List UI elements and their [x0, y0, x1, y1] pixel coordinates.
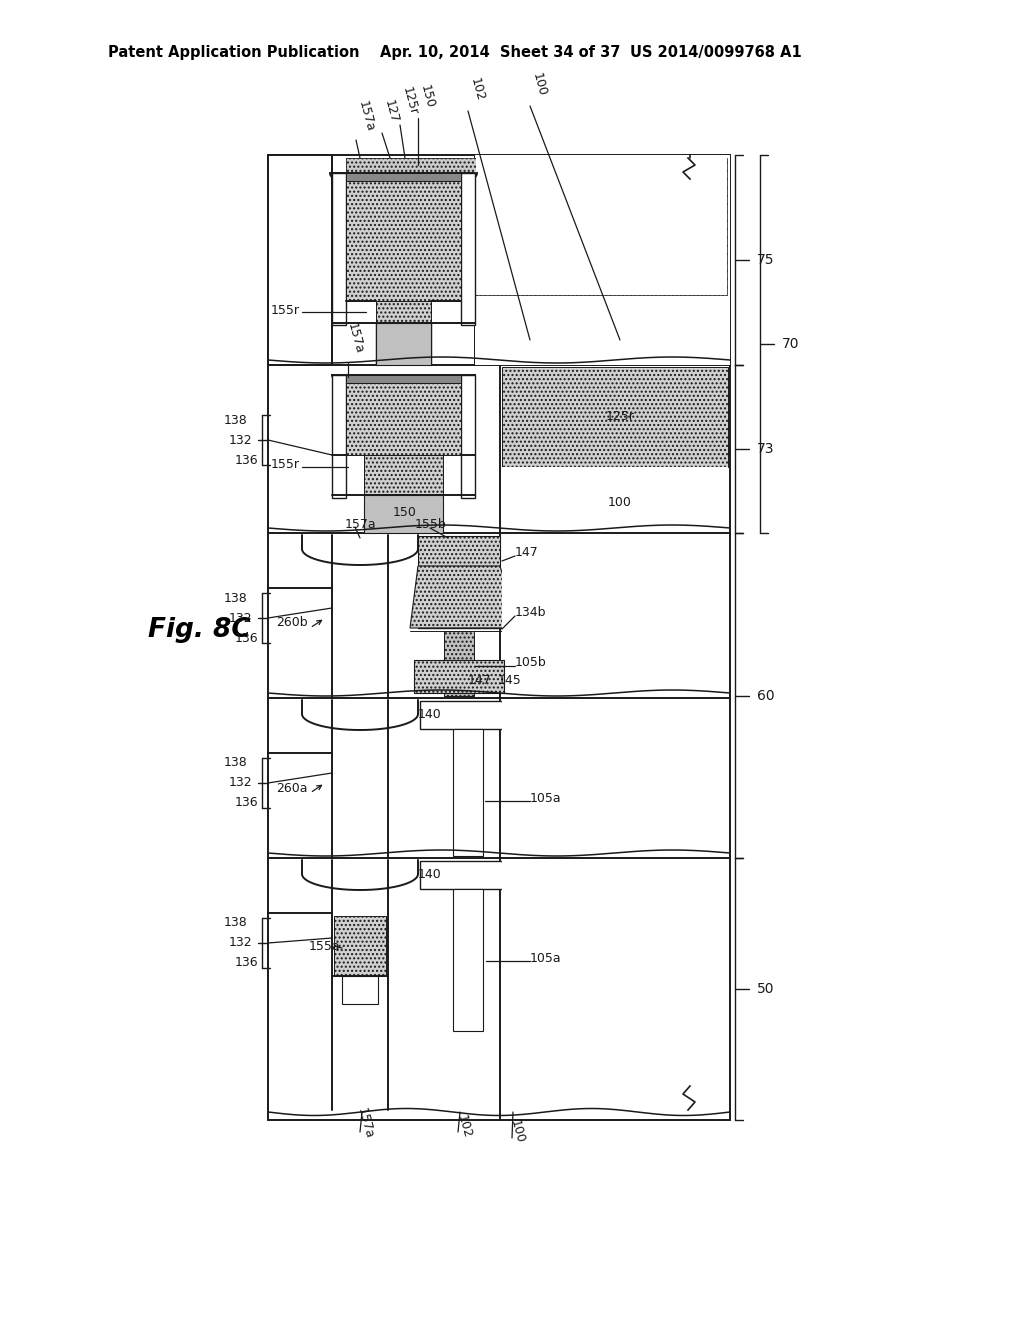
- Bar: [502, 367, 728, 467]
- Text: US 2014/0099768 A1: US 2014/0099768 A1: [630, 45, 802, 59]
- Text: 140: 140: [418, 869, 442, 882]
- Text: 136: 136: [234, 631, 258, 644]
- Bar: [346, 375, 461, 383]
- Bar: [342, 975, 378, 1005]
- Bar: [334, 916, 386, 975]
- Text: 155r: 155r: [271, 458, 300, 471]
- Bar: [332, 173, 346, 325]
- Text: 155r: 155r: [271, 304, 300, 317]
- Bar: [461, 173, 475, 325]
- Polygon shape: [410, 566, 518, 628]
- Text: 157a: 157a: [345, 519, 377, 532]
- Text: 100: 100: [508, 1118, 526, 1144]
- Text: 136: 136: [234, 796, 258, 809]
- Text: 138: 138: [223, 756, 247, 770]
- Text: 105b: 105b: [515, 656, 547, 669]
- Text: 127: 127: [382, 99, 400, 125]
- Text: 125r: 125r: [400, 86, 420, 117]
- Text: 73: 73: [757, 442, 774, 455]
- Text: 138: 138: [223, 413, 247, 426]
- Text: 157a: 157a: [345, 321, 366, 355]
- Text: 132: 132: [228, 936, 252, 949]
- Text: 70: 70: [782, 337, 800, 351]
- Text: 145: 145: [498, 673, 522, 686]
- Text: 105a: 105a: [530, 792, 561, 804]
- Text: 136: 136: [234, 957, 258, 969]
- Text: 147: 147: [468, 673, 492, 686]
- Bar: [364, 455, 443, 495]
- Bar: [346, 173, 461, 181]
- Bar: [476, 158, 727, 294]
- Bar: [461, 375, 475, 498]
- Text: 132: 132: [228, 776, 252, 789]
- Text: 100: 100: [530, 71, 549, 98]
- Bar: [418, 536, 500, 566]
- Text: 105a: 105a: [530, 952, 561, 965]
- Text: Fig. 8C: Fig. 8C: [148, 616, 251, 643]
- Bar: [268, 154, 332, 366]
- Text: 134b: 134b: [515, 606, 547, 619]
- Text: 132: 132: [228, 433, 252, 446]
- Bar: [346, 181, 461, 301]
- Bar: [453, 888, 483, 1031]
- Text: 157a: 157a: [356, 99, 377, 133]
- Text: 60: 60: [757, 689, 774, 702]
- Bar: [364, 495, 443, 533]
- Text: 157a: 157a: [355, 1106, 376, 1140]
- Text: 102: 102: [455, 1114, 474, 1140]
- Text: 260a: 260a: [276, 781, 308, 795]
- Bar: [346, 158, 727, 294]
- Text: 100: 100: [608, 496, 632, 510]
- Text: Apr. 10, 2014  Sheet 34 of 37: Apr. 10, 2014 Sheet 34 of 37: [380, 45, 621, 59]
- Text: 150: 150: [393, 507, 417, 520]
- Bar: [376, 301, 431, 323]
- Bar: [420, 701, 515, 729]
- Bar: [502, 861, 728, 1111]
- Text: 125r: 125r: [605, 411, 635, 424]
- Polygon shape: [414, 660, 504, 693]
- Bar: [502, 467, 728, 531]
- Bar: [453, 729, 483, 855]
- Bar: [420, 861, 515, 888]
- Text: Patent Application Publication: Patent Application Publication: [108, 45, 359, 59]
- Text: 132: 132: [228, 611, 252, 624]
- Text: 75: 75: [757, 253, 774, 267]
- Bar: [346, 383, 461, 455]
- Bar: [376, 323, 431, 366]
- Text: 155a: 155a: [308, 940, 340, 953]
- Text: 136: 136: [234, 454, 258, 466]
- Text: 138: 138: [223, 916, 247, 929]
- Bar: [444, 631, 474, 696]
- Text: 260b: 260b: [276, 616, 308, 630]
- Bar: [502, 535, 728, 696]
- Text: 147: 147: [515, 546, 539, 560]
- Text: 138: 138: [223, 591, 247, 605]
- Bar: [475, 154, 730, 366]
- Bar: [346, 158, 461, 294]
- Text: 102: 102: [468, 77, 486, 103]
- Text: 50: 50: [757, 982, 774, 997]
- Bar: [332, 375, 346, 498]
- Text: 140: 140: [418, 709, 442, 722]
- Bar: [502, 700, 728, 855]
- Text: 155b: 155b: [415, 519, 446, 532]
- Text: 150: 150: [418, 83, 437, 110]
